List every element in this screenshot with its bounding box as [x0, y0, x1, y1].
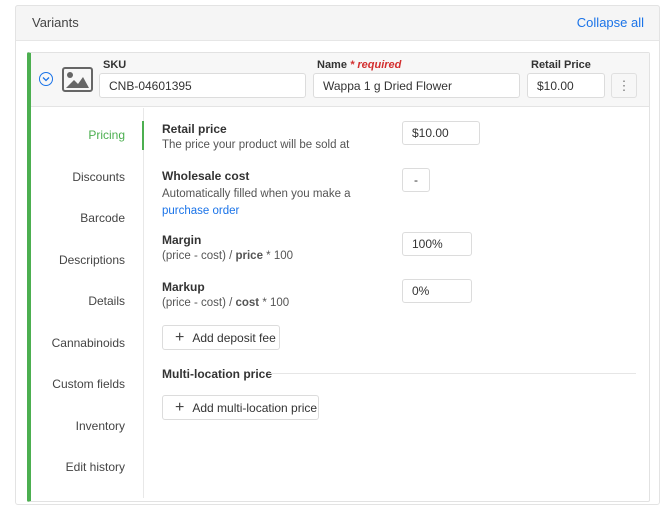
- markup-field[interactable]: 0%: [402, 279, 472, 303]
- add-deposit-fee-button[interactable]: + Add deposit fee: [162, 325, 280, 350]
- variant-card: [27, 52, 650, 502]
- markup-formula: (price - cost) / cost * 100: [162, 297, 289, 309]
- name-label: Name * required: [317, 59, 401, 71]
- nav-item-discounts[interactable]: Discounts: [72, 170, 125, 184]
- markup-formula-pre: (price - cost) /: [162, 297, 236, 309]
- retail-price-desc: The price your product will be sold at: [162, 139, 350, 151]
- margin-field[interactable]: 100%: [402, 232, 472, 256]
- markup-formula-post: * 100: [259, 297, 290, 309]
- more-options-button[interactable]: ⋮: [611, 73, 637, 98]
- vertical-ellipsis-icon: ⋮: [617, 77, 631, 93]
- markup-formula-bold: cost: [235, 297, 260, 309]
- wholesale-cost-title: Wholesale cost: [162, 169, 250, 183]
- markup-title: Markup: [162, 280, 205, 294]
- chevron-down-circle-icon[interactable]: [39, 72, 53, 86]
- sku-label: SKU: [103, 59, 127, 71]
- order-link-text[interactable]: order: [212, 205, 240, 217]
- add-multi-location-price-label: Add multi-location price: [192, 400, 318, 415]
- retail-price-title: Retail price: [162, 122, 227, 136]
- wholesale-desc-text: Automatically filled when you make a: [162, 188, 351, 200]
- margin-formula-pre: (price - cost) /: [162, 250, 236, 262]
- retail-price-label: Retail Price: [531, 59, 591, 71]
- nav-item-cannabinoids[interactable]: Cannabinoids: [51, 336, 125, 350]
- margin-formula-bold: price: [235, 250, 263, 262]
- margin-formula-post: * 100: [262, 250, 294, 262]
- section-divider: [268, 373, 636, 374]
- purchase-order-link[interactable]: purchase order: [162, 205, 239, 217]
- sku-input[interactable]: CNB-04601395: [99, 73, 306, 98]
- required-indicator: * required: [350, 59, 402, 71]
- retail-price-input[interactable]: $10.00: [527, 73, 605, 98]
- margin-formula: (price - cost) / price * 100: [162, 250, 293, 262]
- name-label-text: Name: [317, 59, 347, 71]
- plus-icon: +: [175, 328, 185, 346]
- margin-title: Margin: [162, 233, 202, 247]
- image-placeholder-icon[interactable]: [62, 67, 93, 95]
- name-input[interactable]: Wappa 1 g Dried Flower: [313, 73, 520, 98]
- purchase-link-text[interactable]: purchase: [162, 205, 210, 217]
- add-deposit-fee-label: Add deposit fee: [192, 330, 276, 345]
- nav-item-pricing[interactable]: Pricing: [88, 128, 125, 142]
- collapse-all-link[interactable]: Collapse all: [576, 15, 644, 30]
- active-nav-indicator: [142, 121, 144, 150]
- nav-item-descriptions[interactable]: Descriptions: [58, 253, 125, 267]
- plus-icon: +: [175, 398, 185, 416]
- nav-item-inventory[interactable]: Inventory: [75, 419, 125, 433]
- wholesale-cost-desc: Automatically filled when you make a pur…: [162, 186, 397, 220]
- variants-header: [15, 5, 660, 41]
- nav-item-details[interactable]: Details: [88, 294, 125, 308]
- retail-price-field[interactable]: $10.00: [402, 121, 480, 145]
- variants-title: Variants: [32, 15, 79, 30]
- nav-divider: [143, 108, 144, 498]
- add-multi-location-price-button[interactable]: + Add multi-location price: [162, 395, 319, 420]
- nav-item-edit-history[interactable]: Edit history: [65, 460, 125, 474]
- wholesale-cost-field[interactable]: -: [402, 168, 430, 192]
- nav-item-custom-fields[interactable]: Custom fields: [52, 377, 125, 391]
- nav-item-barcode[interactable]: Barcode: [80, 211, 125, 225]
- multi-location-title: Multi-location price: [162, 367, 273, 381]
